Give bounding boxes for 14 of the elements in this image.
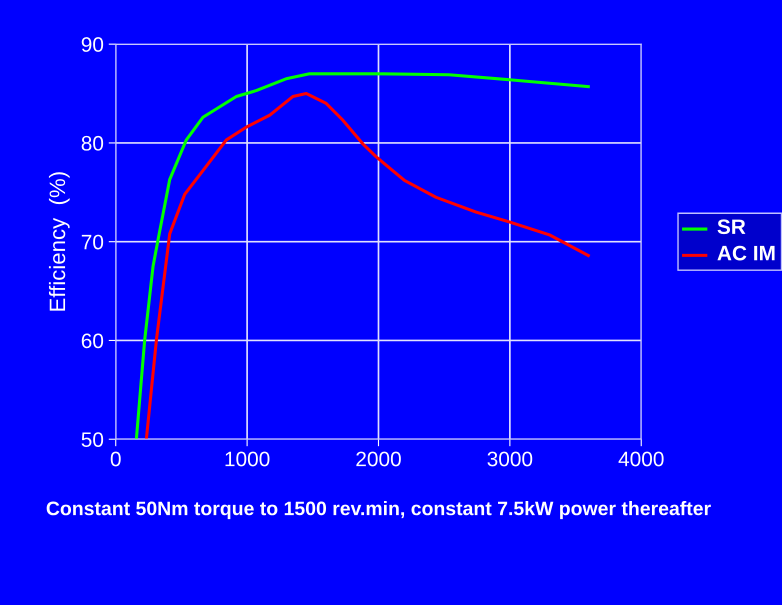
x-tick-label: 4000 bbox=[618, 452, 664, 466]
y-tick-label: 50 bbox=[82, 432, 104, 447]
y-tick-label: 60 bbox=[82, 333, 104, 348]
legend-label: SR bbox=[718, 219, 746, 234]
x-tick-label: 2000 bbox=[356, 452, 401, 466]
x-axis-title: Constant 50Nm torque to 1500 rev.min, constant 7.5kW power thereafter bbox=[46, 501, 711, 520]
x-tick-label: 1000 bbox=[226, 452, 270, 466]
y-axis-title: Efficiency (%) bbox=[48, 172, 70, 311]
legend-label: AC IM bbox=[717, 246, 775, 260]
y-tick-label: 80 bbox=[82, 136, 104, 151]
x-tick-label: 3000 bbox=[487, 452, 532, 466]
y-tick-label: 70 bbox=[82, 234, 104, 250]
y-tick-label: 90 bbox=[82, 37, 104, 52]
x-tick-label: 0 bbox=[110, 452, 121, 466]
